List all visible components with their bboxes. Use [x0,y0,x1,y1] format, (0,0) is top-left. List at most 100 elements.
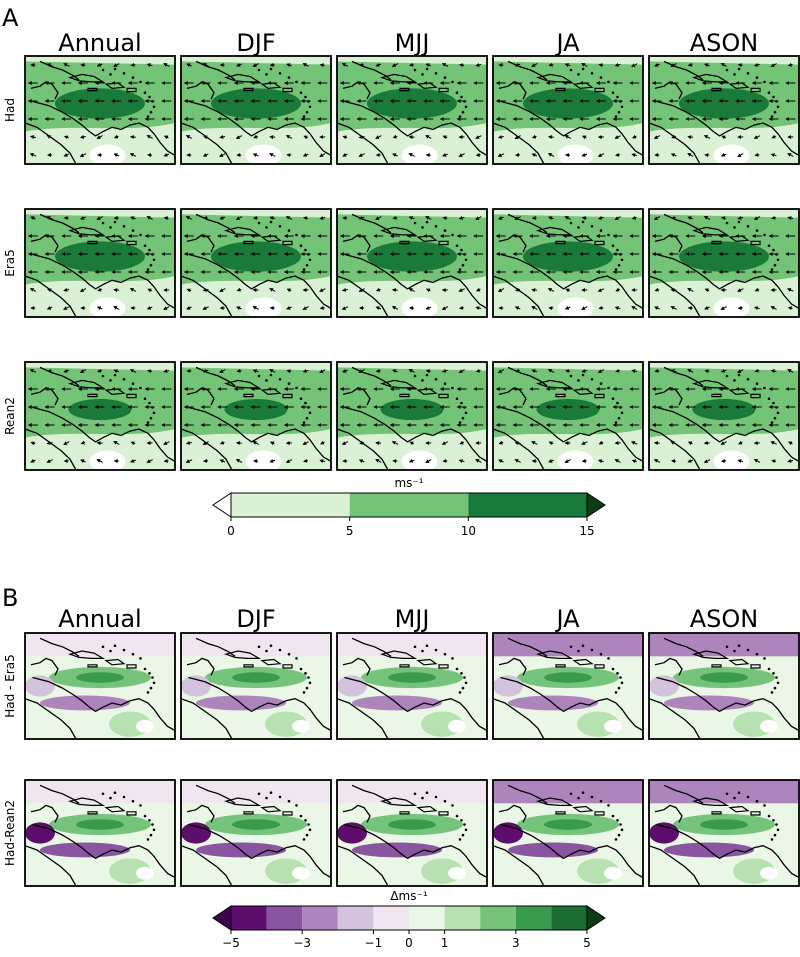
wind-vector [408,135,415,140]
island-dot [122,795,126,799]
wind-vector [787,216,794,221]
shading-white [713,450,750,470]
wind-vector [687,458,694,463]
wind-vector [130,216,136,221]
wind-vector [547,135,554,140]
map-rean2-mjj [336,361,488,471]
wind-vector [113,306,120,310]
wind-vector [581,216,587,221]
island-dot [616,819,619,822]
shading-positive-strong [388,819,436,830]
island-dot [725,792,729,796]
island-outline [67,73,106,83]
island-dot [257,374,261,378]
island-dot [772,248,775,252]
colorbar-tick-label: −1 [365,936,383,950]
wind-vector [475,62,482,67]
wind-vector [286,63,292,68]
island-dot [308,681,312,685]
island-dot [308,411,312,415]
island-dot [737,220,741,224]
island-outline [67,650,106,660]
map-frame [24,55,176,165]
island-dot [773,416,777,420]
wind-vector [753,306,760,311]
island-dot [619,676,622,679]
wind-vector [392,153,398,158]
wind-vector [202,153,209,157]
island-dot [413,645,417,649]
wind-vector [442,135,448,140]
island-dot [599,799,603,803]
island-dot [620,105,624,109]
wind-vector [358,215,365,220]
colorbar-outline [230,492,588,518]
wind-vector [531,441,538,445]
wind-vector [341,441,349,445]
wind-vector [358,134,365,139]
shading-high [55,241,145,272]
island-dot [295,657,298,660]
shading-high [523,88,613,119]
island-dot [577,226,580,229]
island-dot [590,378,594,381]
island-dot [763,804,766,807]
shading-negative-west [649,822,679,844]
wind-vector [408,288,415,292]
wind-vector [63,63,70,67]
coastline [656,406,799,462]
island-outline [691,797,730,807]
wind-vector [721,458,727,463]
wind-vector [425,135,432,139]
wind-vector [342,368,348,373]
coastline [663,784,704,804]
map-had-rean2-ason [648,779,800,887]
shading-white [292,866,310,880]
shading-white [401,144,438,164]
island-dot [113,644,117,647]
colorbar-tick-label: 5 [346,524,354,538]
island-dot [577,73,580,76]
wind-vector [737,215,744,220]
wind-vector [631,63,638,67]
island-dot [581,791,585,794]
wind-vector [631,459,637,464]
island-outline [126,87,137,93]
island-outline [535,797,574,807]
coastline [493,275,545,317]
wind-vector [704,305,710,310]
island-dot [143,244,147,247]
wind-vector [531,153,538,158]
wind-vector [269,216,276,221]
island-dot [461,416,465,420]
island-dot [278,648,282,652]
wind-vector [96,62,103,67]
island-outline [438,240,449,246]
island-dot [763,80,766,84]
island-dot [305,686,309,690]
wind-vector [687,216,694,221]
wind-vector [458,215,465,220]
wind-vector [737,305,743,310]
wind-vector [564,305,571,310]
island-outline [594,393,605,399]
island-dot [569,221,573,225]
island-dot [295,80,298,84]
wind-vector [185,216,193,220]
island-dot [265,226,268,229]
shading-white [760,866,778,880]
coastline [25,428,77,470]
island-outline [282,240,293,246]
wind-vector [459,305,465,310]
coastline [39,784,80,804]
wind-vector [458,153,465,157]
island-dot [146,421,150,424]
wind-vector [753,135,761,139]
colorbar-tick-label: −5 [222,936,240,950]
column-title-ason: ASON [690,29,759,57]
island-outline [535,226,574,236]
map-had-rean2-djf [180,779,332,887]
island-dot [458,691,462,694]
wind-vector [80,215,86,220]
